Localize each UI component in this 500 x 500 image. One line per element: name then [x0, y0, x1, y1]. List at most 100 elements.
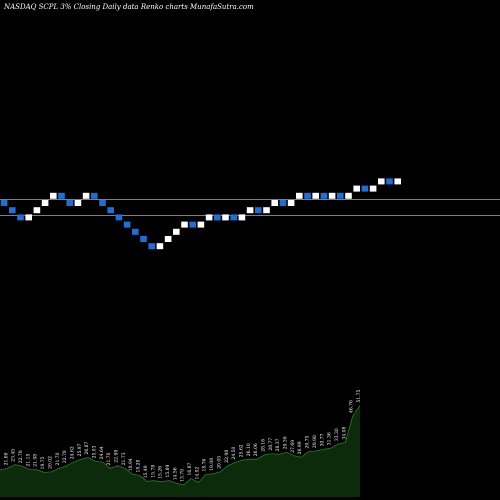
- renko-brick-down: [66, 200, 73, 206]
- price-label: 51.75: [356, 389, 362, 402]
- renko-brick-down: [279, 200, 287, 206]
- price-label: 34.08: [341, 426, 347, 439]
- renko-brick-up: [41, 200, 49, 206]
- renko-brick-up: [296, 192, 303, 199]
- price-label: 28.77: [268, 438, 274, 451]
- price-label: 21.70: [55, 452, 61, 465]
- renko-brick-up: [50, 192, 57, 199]
- renko-brick-up: [287, 200, 295, 206]
- renko-brick-down: [214, 214, 221, 221]
- price-label: 22.98: [224, 450, 230, 463]
- renko-brick-up: [378, 178, 385, 185]
- price-label: 15.78: [150, 465, 156, 478]
- renko-brick-up: [353, 185, 360, 192]
- price-label: 24.64: [99, 446, 105, 459]
- renko-brick-down: [304, 192, 311, 199]
- renko-brick-up: [164, 236, 172, 242]
- renko-brick-down: [148, 243, 155, 250]
- price-label: 15.26: [158, 466, 164, 479]
- renko-brick-up: [74, 200, 82, 206]
- renko-brick-up: [238, 214, 246, 221]
- price-label: 21.73: [121, 452, 127, 465]
- price-label: 16.87: [187, 462, 193, 475]
- renko-brick-down: [255, 207, 262, 214]
- renko-brick-up: [246, 207, 254, 214]
- price-label: 14.92: [194, 466, 200, 479]
- price-label: 29.98: [312, 435, 318, 448]
- renko-brick-up: [156, 243, 164, 250]
- renko-brick-up: [394, 178, 401, 185]
- price-label: 15.49: [143, 465, 149, 478]
- renko-brick-down: [0, 200, 8, 206]
- price-label: 26.06: [253, 443, 259, 456]
- renko-brick-up: [222, 214, 229, 221]
- price-label: 28.16: [261, 439, 267, 452]
- renko-brick-up: [369, 185, 377, 192]
- renko-brick-down: [337, 192, 344, 199]
- price-label: 24.62: [70, 446, 76, 459]
- price-label: 25.97: [77, 443, 83, 456]
- renko-brick-down: [58, 192, 65, 199]
- price-label: 27.69: [290, 440, 296, 453]
- renko-brick-down: [123, 221, 131, 228]
- renko-brick-up: [328, 192, 336, 199]
- price-area-edge: [0, 405, 361, 486]
- price-area-chart: [0, 405, 361, 497]
- price-label: 30.77: [319, 433, 325, 446]
- renko-brick-down: [99, 200, 106, 206]
- renko-brick-up: [205, 214, 213, 221]
- price-label: 33.30: [334, 428, 340, 441]
- renko-brick-down: [361, 185, 369, 192]
- price-label: 18.28: [136, 459, 142, 472]
- price-label: 23.45: [11, 449, 17, 462]
- renko-brick-down: [91, 192, 98, 199]
- renko-brick-up: [312, 192, 319, 199]
- price-label: 20.05: [216, 456, 222, 469]
- price-labels: 20.96 21.69 23.45 22.78 21.15 21.08 19.75 20.02…: [0, 389, 362, 481]
- price-label: 25.62: [238, 444, 244, 457]
- renko-brick-down: [132, 228, 139, 235]
- price-label: 22.78: [18, 450, 24, 463]
- renko-brick-up: [25, 214, 32, 221]
- renko-brick-down: [17, 214, 24, 221]
- price-label: 26.10: [246, 443, 252, 456]
- price-label: 18.94: [128, 458, 134, 471]
- renko-brick-down: [9, 207, 16, 214]
- price-label: 14.56: [172, 467, 178, 480]
- price-label: 21.15: [25, 453, 31, 466]
- price-label: 15.89: [165, 464, 171, 477]
- price-label: 26.87: [84, 441, 90, 454]
- renko-brick-down: [386, 178, 393, 185]
- renko-brick-up: [82, 192, 90, 199]
- price-label: 29.39: [283, 436, 289, 449]
- renko-brick-up: [263, 207, 270, 214]
- renko-brick-up: [181, 221, 188, 228]
- renko-brick-up: [197, 221, 205, 228]
- renko-bricks: [0, 178, 401, 250]
- price-label: 21.69: [3, 452, 9, 465]
- price-label: 20.02: [47, 456, 53, 469]
- renko-brick-down: [115, 214, 123, 221]
- price-label: 22.98: [114, 450, 120, 463]
- price-label: 25.03: [92, 445, 98, 458]
- price-label: 28.37: [275, 438, 281, 451]
- price-label: 29.75: [305, 435, 311, 448]
- renko-brick-down: [140, 236, 147, 242]
- renko-brick-up: [173, 228, 180, 235]
- price-label: 20.96: [0, 454, 2, 467]
- renko-brick-up: [33, 207, 41, 214]
- renko-brick-up: [345, 192, 352, 199]
- chart-title: NASDAQ SCPL 3% Closing Daily data Renko …: [3, 3, 254, 11]
- renko-brick-down: [320, 192, 328, 199]
- price-label: 46.76: [349, 400, 355, 413]
- renko-brick-down: [107, 207, 114, 214]
- price-label: 19.08: [209, 458, 215, 471]
- renko-brick-up: [271, 200, 278, 206]
- price-label: 22.78: [62, 450, 68, 463]
- price-label: 18.76: [202, 458, 208, 471]
- price-label: 31.36: [327, 432, 333, 445]
- price-label: 21.70: [106, 452, 112, 465]
- price-area-fill: [0, 405, 360, 497]
